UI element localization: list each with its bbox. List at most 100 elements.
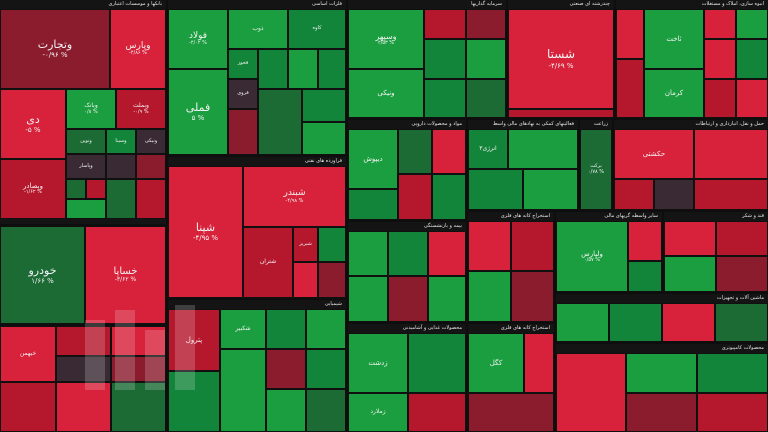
stock-tile[interactable]: [318, 49, 346, 89]
stock-tile[interactable]: [662, 303, 715, 342]
stock-tile[interactable]: زدشت: [348, 333, 408, 393]
stock-tile[interactable]: [697, 353, 768, 393]
stock-tile[interactable]: [348, 231, 388, 276]
stock-tile[interactable]: شپنا -۴/۹۵ %: [168, 166, 243, 298]
stock-tile[interactable]: فولاد -۴/۰۲ %: [168, 9, 228, 69]
stock-tile[interactable]: فملی ۵ %: [168, 69, 228, 155]
stock-tile[interactable]: [736, 79, 768, 118]
stock-tile[interactable]: وبملت -۰/۹ %: [116, 89, 166, 129]
stock-tile[interactable]: خودرو ۱/۶۶ %: [0, 226, 85, 324]
stock-tile[interactable]: [266, 349, 306, 389]
stock-tile[interactable]: [508, 129, 578, 169]
stock-tile[interactable]: [715, 303, 768, 342]
stock-tile[interactable]: [424, 39, 466, 79]
stock-tile[interactable]: [258, 49, 288, 89]
stock-tile[interactable]: [716, 221, 768, 256]
stock-tile[interactable]: [609, 303, 662, 342]
stock-tile[interactable]: [616, 9, 644, 59]
stock-tile[interactable]: [388, 231, 428, 276]
stock-tile[interactable]: [704, 79, 736, 118]
stock-tile[interactable]: [293, 262, 318, 298]
stock-tile[interactable]: [424, 79, 466, 118]
stock-tile[interactable]: [111, 356, 166, 382]
stock-tile[interactable]: [468, 221, 511, 271]
stock-tile[interactable]: [466, 39, 506, 79]
stock-tile[interactable]: [348, 276, 388, 322]
stock-tile[interactable]: وتجارت -۰/۹۶ %: [0, 9, 110, 89]
stock-tile[interactable]: فروی: [228, 79, 258, 109]
stock-tile[interactable]: وبصادر -۱/۶۲ %: [0, 159, 66, 219]
stock-tile[interactable]: [220, 349, 266, 432]
stock-tile[interactable]: شبریز: [293, 227, 318, 262]
stock-tile[interactable]: [388, 276, 428, 322]
stock-tile[interactable]: [626, 393, 697, 432]
stock-tile[interactable]: وپارس -۴/۸۶ %: [110, 9, 166, 89]
stock-tile[interactable]: [616, 59, 644, 118]
stock-tile[interactable]: [664, 221, 716, 256]
stock-tile[interactable]: [398, 174, 432, 220]
stock-tile[interactable]: [398, 129, 432, 174]
stock-tile[interactable]: [111, 326, 166, 356]
stock-tile[interactable]: [408, 393, 466, 432]
stock-tile[interactable]: وسینا: [106, 129, 136, 154]
stock-tile[interactable]: [511, 221, 554, 271]
stock-tile[interactable]: [628, 221, 662, 261]
stock-tile[interactable]: [136, 179, 166, 219]
stock-tile[interactable]: [664, 256, 716, 292]
stock-tile[interactable]: [466, 79, 506, 118]
stock-tile[interactable]: [424, 9, 466, 39]
stock-tile[interactable]: [318, 227, 346, 262]
stock-tile[interactable]: [258, 89, 302, 155]
stock-tile[interactable]: [694, 129, 768, 179]
stock-tile[interactable]: خساپا -۳/۶۲ %: [85, 226, 166, 324]
stock-tile[interactable]: [318, 262, 346, 298]
stock-tile[interactable]: ونیکی: [348, 69, 424, 118]
stock-tile[interactable]: شتران: [243, 227, 293, 298]
stock-tile[interactable]: [168, 371, 220, 432]
stock-tile[interactable]: دیپوش: [348, 129, 398, 189]
stock-tile[interactable]: [524, 333, 554, 393]
stock-tile[interactable]: [432, 174, 466, 220]
stock-tile[interactable]: [56, 356, 111, 382]
stock-tile[interactable]: [736, 9, 768, 39]
stock-tile[interactable]: شستا -۴/۶۹ %: [508, 9, 614, 109]
stock-tile[interactable]: [228, 109, 258, 155]
stock-tile[interactable]: دی -۵ %: [0, 89, 66, 159]
stock-tile[interactable]: خبهمن: [0, 326, 56, 382]
stock-tile[interactable]: پترول: [168, 309, 220, 371]
stock-tile[interactable]: [106, 179, 136, 219]
stock-tile[interactable]: [508, 109, 614, 118]
stock-tile[interactable]: [56, 382, 111, 432]
stock-tile[interactable]: [86, 179, 106, 199]
stock-tile[interactable]: [468, 393, 554, 432]
stock-tile[interactable]: ونوین: [66, 129, 106, 154]
stock-tile[interactable]: ونیکی: [136, 129, 166, 154]
stock-tile[interactable]: کرمان: [644, 69, 704, 118]
stock-tile[interactable]: [266, 389, 306, 432]
stock-tile[interactable]: وبانک ۰/۸ %: [66, 89, 116, 129]
stock-tile[interactable]: [736, 39, 768, 79]
stock-tile[interactable]: [704, 39, 736, 79]
stock-tile[interactable]: [716, 256, 768, 292]
stock-tile[interactable]: [511, 271, 554, 322]
stock-tile[interactable]: [556, 303, 609, 342]
stock-tile[interactable]: [468, 169, 523, 210]
stock-tile[interactable]: [306, 309, 346, 349]
stock-tile[interactable]: [694, 179, 768, 210]
stock-tile[interactable]: [56, 326, 111, 356]
stock-tile[interactable]: [66, 199, 106, 219]
stock-tile[interactable]: انرژی۳: [468, 129, 508, 169]
stock-tile[interactable]: [626, 353, 697, 393]
stock-tile[interactable]: [302, 122, 346, 155]
stock-tile[interactable]: [556, 353, 626, 432]
stock-tile[interactable]: وسپهر ۲/۵۳ %: [348, 9, 424, 69]
stock-tile[interactable]: [697, 393, 768, 432]
stock-tile[interactable]: [302, 89, 346, 122]
stock-tile[interactable]: [266, 309, 306, 349]
stock-tile[interactable]: [468, 271, 511, 322]
stock-tile[interactable]: حکشتی: [614, 129, 694, 179]
stock-tile[interactable]: کگل: [468, 333, 524, 393]
stock-tile[interactable]: زملارد: [348, 393, 408, 432]
stock-tile[interactable]: [348, 189, 398, 220]
stock-tile[interactable]: وپاسار: [66, 154, 106, 179]
